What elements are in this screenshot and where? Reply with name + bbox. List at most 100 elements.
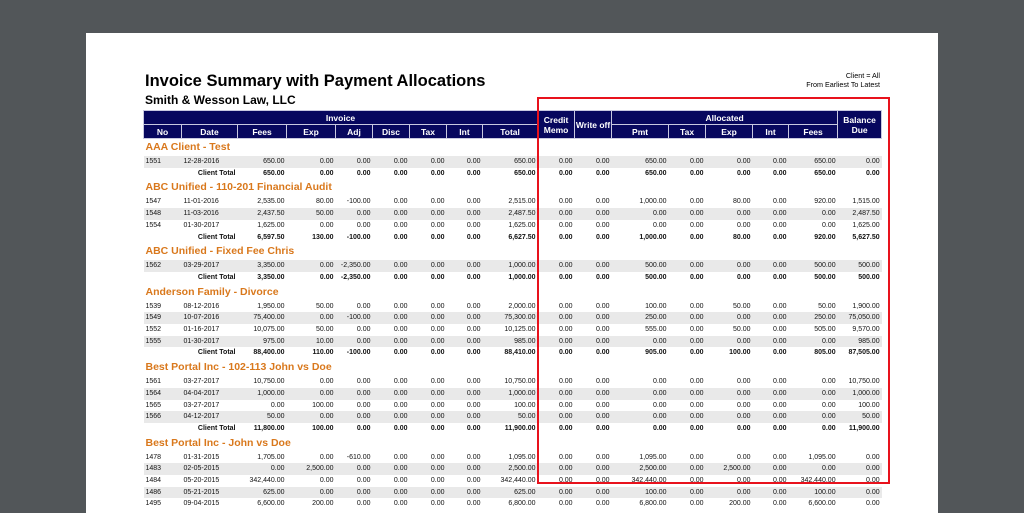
- amount-cell: 0.00: [537, 411, 575, 423]
- invoice-date: 04-12-2017: [181, 411, 238, 423]
- amount-cell: 0.00: [356, 302, 371, 310]
- total-amount-cell: 11,900.00: [504, 424, 536, 432]
- amount-cell: 555.00: [645, 326, 667, 334]
- amount-cell: 0.00: [574, 411, 612, 423]
- client-total-row: Client Total 11,800.00 100.00 0.00 0.00 0.00 0…: [144, 423, 882, 435]
- total-amount-cell: 0.00: [430, 169, 445, 177]
- total-amount-cell: 1,000.00: [508, 273, 536, 281]
- amount-cell: 0.00: [788, 208, 838, 220]
- total-amount-cell: 88,400.00: [253, 349, 285, 357]
- amount-cell: 0.00: [652, 221, 667, 229]
- amount-cell: 0.00: [752, 156, 789, 168]
- amount-cell: 50.00: [818, 302, 836, 310]
- total-amount-cell: 0.00: [393, 424, 408, 432]
- invoice-date: 11-01-2016: [183, 198, 219, 206]
- amount-cell: 0.00: [689, 378, 704, 386]
- invoice-date: 01-30-2017: [181, 335, 238, 348]
- amount-cell: 0.00: [430, 221, 445, 229]
- amount-cell: 342,440.00: [631, 477, 667, 485]
- amount-cell: 0.00: [689, 326, 704, 334]
- invoice-row: 1565 03-27-2017 0.00 100.00 0.00 0.00 0.00 0.00…: [144, 400, 882, 412]
- amount-cell: 2,500.00: [705, 463, 753, 476]
- amount-cell: 920.00: [814, 198, 836, 206]
- amount-cell: 0.00: [446, 156, 483, 168]
- invoice-date: 05-20-2015: [183, 477, 220, 485]
- amount-cell: 50.00: [733, 302, 751, 310]
- amount-cell: 342,440.00: [249, 477, 285, 485]
- amount-cell: 0.00: [772, 378, 787, 386]
- amount-cell: 0.00: [837, 486, 882, 499]
- spacer: [144, 423, 182, 435]
- total-amount-cell: 0.00: [772, 349, 787, 357]
- allocated-col-fees: Fees: [788, 124, 839, 139]
- amount-cell: 985.00: [482, 335, 538, 348]
- amount-cell: 2,500.00: [611, 463, 669, 476]
- amount-cell: 50.00: [733, 326, 751, 334]
- invoice-col-exp: Exp: [286, 124, 336, 139]
- total-amount-cell: 6,597.50: [257, 233, 285, 241]
- amount-cell: 10,750.00: [253, 378, 285, 386]
- total-amount-cell: 0.00: [772, 233, 787, 241]
- amount-cell: 0.00: [821, 221, 836, 229]
- total-amount-cell: 11,800.00: [253, 424, 285, 432]
- amount-cell: 2,437.50: [237, 208, 287, 220]
- client-total-row: Client Total 6,597.50 130.00 -100.00 0.00 0.0…: [144, 232, 882, 244]
- amount-cell: 1,625.00: [852, 221, 880, 229]
- amount-cell: 0.00: [752, 486, 789, 499]
- amount-cell: 0.00: [466, 198, 481, 206]
- invoice-date: 11-03-2016: [181, 208, 238, 220]
- amount-cell: 0.00: [772, 326, 787, 334]
- invoice-number: 1548: [143, 208, 182, 220]
- amount-cell: 0.00: [430, 198, 445, 206]
- amount-cell: 0.00: [705, 387, 753, 400]
- amount-cell: 0.00: [772, 453, 787, 461]
- total-amount-cell: 110.00: [312, 349, 334, 357]
- amount-cell: 3,350.00: [237, 260, 287, 272]
- total-amount-cell: 0.00: [558, 233, 573, 241]
- amount-cell: 0.00: [372, 312, 410, 325]
- invoice-number: 1561: [145, 378, 162, 386]
- amount-cell: 0.00: [270, 401, 285, 409]
- amount-cell: 0.00: [574, 387, 612, 400]
- client-total-label: Client Total: [197, 169, 236, 177]
- amount-cell: 650.00: [237, 156, 287, 168]
- amount-cell: 75,400.00: [237, 312, 287, 325]
- total-amount-cell: 0.00: [652, 424, 667, 432]
- amount-cell: 0.00: [335, 463, 373, 476]
- amount-cell: 500.00: [611, 260, 669, 272]
- amount-cell: 6,800.00: [639, 500, 667, 508]
- firm-name: Smith & Wesson Law, LLC: [145, 93, 296, 107]
- amount-cell: 6,600.00: [257, 500, 285, 508]
- amount-cell: 985.00: [837, 335, 882, 348]
- invoice-row: 1552 01-16-2017 10,075.00 50.00 0.00 0.00 0.00…: [144, 324, 882, 336]
- client-total-label: Client Total: [197, 424, 236, 432]
- amount-cell: 0.00: [237, 463, 287, 476]
- amount-cell: 0.00: [752, 260, 789, 272]
- amount-cell: 0.00: [752, 411, 789, 423]
- amount-cell: 0.00: [668, 335, 706, 348]
- total-amount-cell: 0.00: [772, 169, 787, 177]
- amount-cell: 0.00: [537, 260, 575, 272]
- amount-cell: 0.00: [574, 260, 612, 272]
- total-amount-cell: 500.00: [858, 273, 880, 281]
- amount-cell: 625.00: [237, 486, 287, 499]
- invoice-number: 1554: [145, 221, 162, 229]
- amount-cell: 2,535.00: [257, 198, 285, 206]
- amount-cell: 625.00: [482, 486, 538, 499]
- total-amount-cell: 0.00: [466, 349, 481, 357]
- amount-cell: 0.00: [752, 208, 789, 220]
- amount-cell: 0.00: [595, 500, 610, 508]
- amount-cell: 0.00: [736, 477, 751, 485]
- report-filters: Client = All From Earliest To Latest: [806, 71, 880, 89]
- total-amount-cell: 100.00: [729, 349, 751, 357]
- amount-cell: 0.00: [574, 312, 612, 325]
- write-off-header: Write off: [574, 110, 613, 139]
- invoice-number: 1483: [143, 463, 182, 476]
- total-amount-cell: 0.00: [393, 169, 408, 177]
- invoice-number: 1549: [143, 312, 182, 325]
- amount-cell: 0.00: [430, 500, 445, 508]
- amount-cell: 0.00: [430, 401, 445, 409]
- total-amount-cell: 88,410.00: [504, 349, 536, 357]
- amount-cell: 0.00: [595, 453, 610, 461]
- amount-cell: 0.00: [752, 463, 789, 476]
